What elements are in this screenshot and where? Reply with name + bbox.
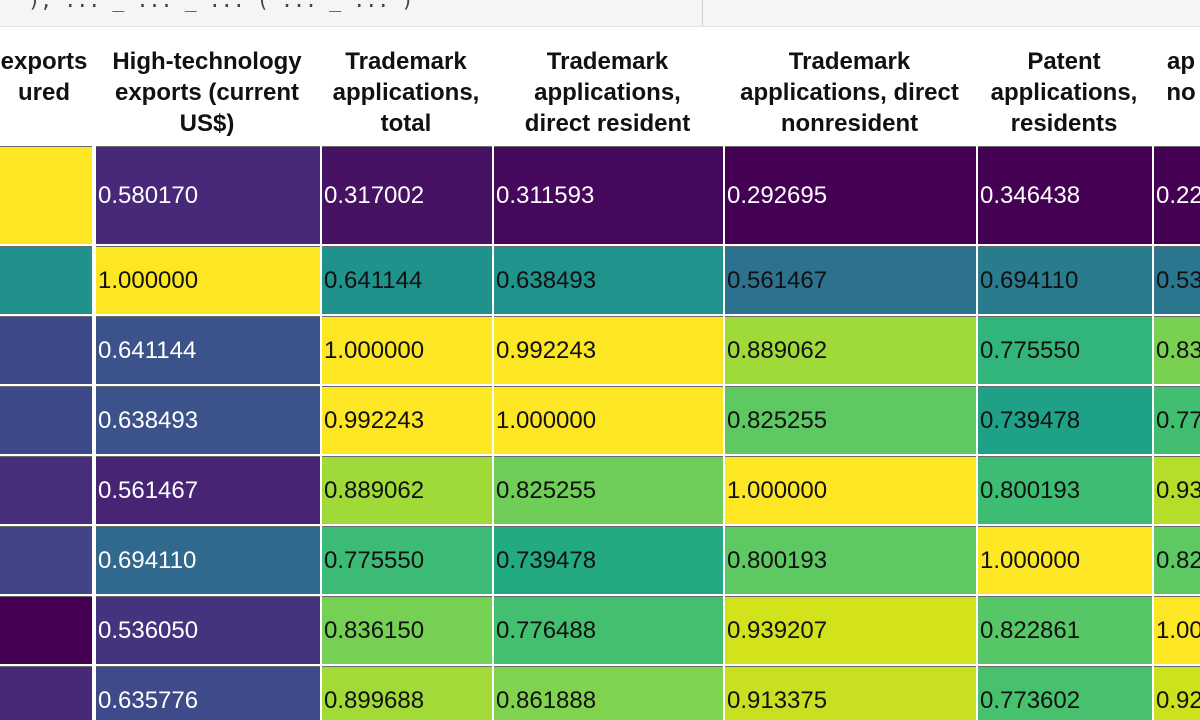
table-cell: 0.536050 xyxy=(96,596,320,664)
table-cell: 0.800193 xyxy=(978,456,1152,524)
table-cell: 0.861888 xyxy=(494,666,723,720)
column-header-4: Trademark applications, direct nonreside… xyxy=(723,46,976,146)
table-cell: 0.561467 xyxy=(725,246,976,314)
table-cell: 0.641144 xyxy=(322,246,492,314)
table-cell: 0.825255 xyxy=(494,456,723,524)
table-cell: 0.311593 xyxy=(494,146,723,244)
table-cell: 0.822861 xyxy=(978,596,1152,664)
table-cell: 0.82 xyxy=(1154,526,1200,594)
table-cell: 1.000000 xyxy=(978,526,1152,594)
column-header-label: ap no xyxy=(1166,48,1196,106)
table-cell xyxy=(0,386,92,454)
table-cell: 0.83 xyxy=(1154,316,1200,384)
table-cell: 0.992243 xyxy=(494,316,723,384)
table-cell: 0.580170 xyxy=(96,146,320,244)
table-cell: 1.000000 xyxy=(322,316,492,384)
table-cell: 0.899688 xyxy=(322,666,492,720)
table-cell: 0.889062 xyxy=(725,316,976,384)
table-cell: 0.773602 xyxy=(978,666,1152,720)
table-cell: 1.000000 xyxy=(494,386,723,454)
column-header-label: Trademark applications, direct nonreside… xyxy=(740,48,959,137)
table-cell: 0.93 xyxy=(1154,456,1200,524)
table-cell: 0.939207 xyxy=(725,596,976,664)
table-cell: 0.775550 xyxy=(978,316,1152,384)
table-cell: 0.638493 xyxy=(494,246,723,314)
column-header-label: Trademark applications, direct resident xyxy=(524,48,691,137)
code-cell-fragment: ), ... _ ... _ ... ( ... _ ... ) xyxy=(0,0,1200,27)
table-cell: 0.992243 xyxy=(322,386,492,454)
table-cell: 0.77 xyxy=(1154,386,1200,454)
table-cell: 0.776488 xyxy=(494,596,723,664)
table-cell: 0.635776 xyxy=(96,666,320,720)
table-cell: 0.292695 xyxy=(725,146,976,244)
column-header-5: Patent applications, residents xyxy=(976,46,1152,146)
table-cell xyxy=(0,246,92,314)
column-header-1: High-technology exports (current US$) xyxy=(94,46,320,146)
column-header-6: ap no xyxy=(1152,46,1200,146)
table-cell: 0.694110 xyxy=(978,246,1152,314)
correlation-table: exports ured High-technology exports (cur… xyxy=(0,26,1200,720)
table-cell: 0.92 xyxy=(1154,666,1200,720)
table-cell: 0.889062 xyxy=(322,456,492,524)
table-cell: 0.836150 xyxy=(322,596,492,664)
table-cell: 0.53 xyxy=(1154,246,1200,314)
table-cell: 1.00 xyxy=(1154,596,1200,664)
table-cell: 0.775550 xyxy=(322,526,492,594)
table-cell xyxy=(0,596,92,664)
table-cell: 0.694110 xyxy=(96,526,320,594)
table-cell: 0.825255 xyxy=(725,386,976,454)
table-cell: 1.000000 xyxy=(725,456,976,524)
table-cell: 0.739478 xyxy=(494,526,723,594)
column-header-label: Trademark applications, total xyxy=(332,48,480,137)
table-cell: 0.913375 xyxy=(725,666,976,720)
table-cell xyxy=(0,456,92,524)
code-divider xyxy=(702,0,703,26)
table-cell xyxy=(0,666,92,720)
column-header-0: exports ured xyxy=(0,46,94,146)
column-header-label: Patent applications, residents xyxy=(990,48,1138,137)
column-header-2: Trademark applications, total xyxy=(320,46,492,146)
column-header-3: Trademark applications, direct resident xyxy=(492,46,723,146)
table-cell: 0.22 xyxy=(1154,146,1200,244)
column-header-label: High-technology exports (current US$) xyxy=(112,48,302,137)
table-cell: 0.641144 xyxy=(96,316,320,384)
table-cell xyxy=(0,146,92,244)
table-cell: 1.000000 xyxy=(96,246,320,314)
table-cell: 0.346438 xyxy=(978,146,1152,244)
column-header-label: exports ured xyxy=(0,48,88,106)
table-cell: 0.800193 xyxy=(725,526,976,594)
table-cell xyxy=(0,316,92,384)
table-cell: 0.561467 xyxy=(96,456,320,524)
table-cell: 0.739478 xyxy=(978,386,1152,454)
table-cell xyxy=(0,526,92,594)
table-cell: 0.638493 xyxy=(96,386,320,454)
table-cell: 0.317002 xyxy=(322,146,492,244)
code-text: ), ... _ ... _ ... ( ... _ ... ) xyxy=(4,0,414,12)
